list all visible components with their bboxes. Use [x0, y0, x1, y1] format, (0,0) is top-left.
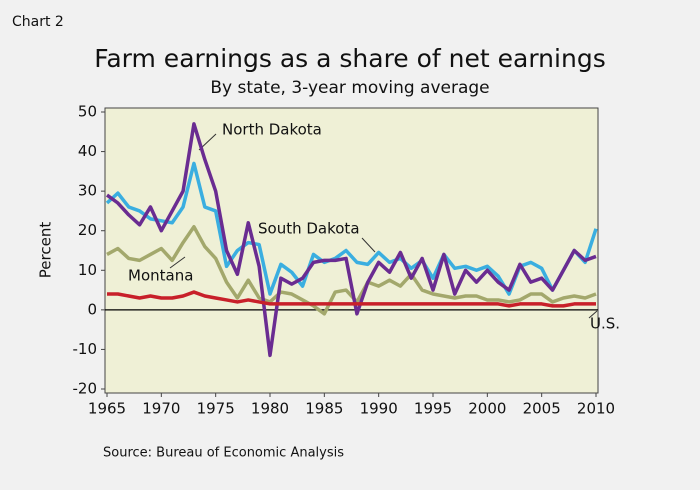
chart-title: Farm earnings as a share of net earnings: [94, 44, 605, 73]
y-tick-label: 10: [78, 261, 97, 279]
y-tick-label: 30: [78, 182, 97, 200]
y-tick-label: -20: [73, 380, 98, 398]
chart-subtitle: By state, 3-year moving average: [210, 78, 489, 98]
x-tick-label: 2005: [523, 400, 561, 418]
y-tick-label: 0: [87, 300, 97, 318]
series-line: [106, 225, 597, 316]
x-tick-label: 2010: [577, 400, 615, 418]
leader-line: [588, 310, 598, 319]
y-axis-label: Percent: [37, 222, 55, 279]
x-tick-label: 1975: [197, 400, 235, 418]
series-label: South Dakota: [258, 220, 360, 238]
source: Source: Bureau of Economic Analysis: [103, 446, 344, 461]
x-tick-label: 1965: [88, 400, 126, 418]
leader-line: [169, 256, 186, 269]
chart-label: Chart 2: [12, 14, 64, 30]
y-tick-label: 50: [78, 103, 97, 121]
y-tick-label: 20: [78, 221, 97, 239]
x-tick-label: 1985: [305, 400, 343, 418]
series-label: North Dakota: [222, 121, 322, 139]
y-tick-label: 40: [78, 142, 97, 160]
x-tick-label: 1970: [142, 400, 180, 418]
series-label: U.S.: [590, 315, 620, 333]
series-line: [107, 290, 596, 308]
leader-line: [361, 237, 376, 253]
x-tick-label: 2000: [468, 400, 506, 418]
x-tick-label: 1980: [251, 400, 289, 418]
series-label: Montana: [128, 267, 193, 285]
x-tick-label: 1990: [360, 400, 398, 418]
x-tick-label: 1995: [414, 400, 452, 418]
series-line: [105, 122, 597, 358]
y-tick-label: -10: [73, 340, 98, 358]
